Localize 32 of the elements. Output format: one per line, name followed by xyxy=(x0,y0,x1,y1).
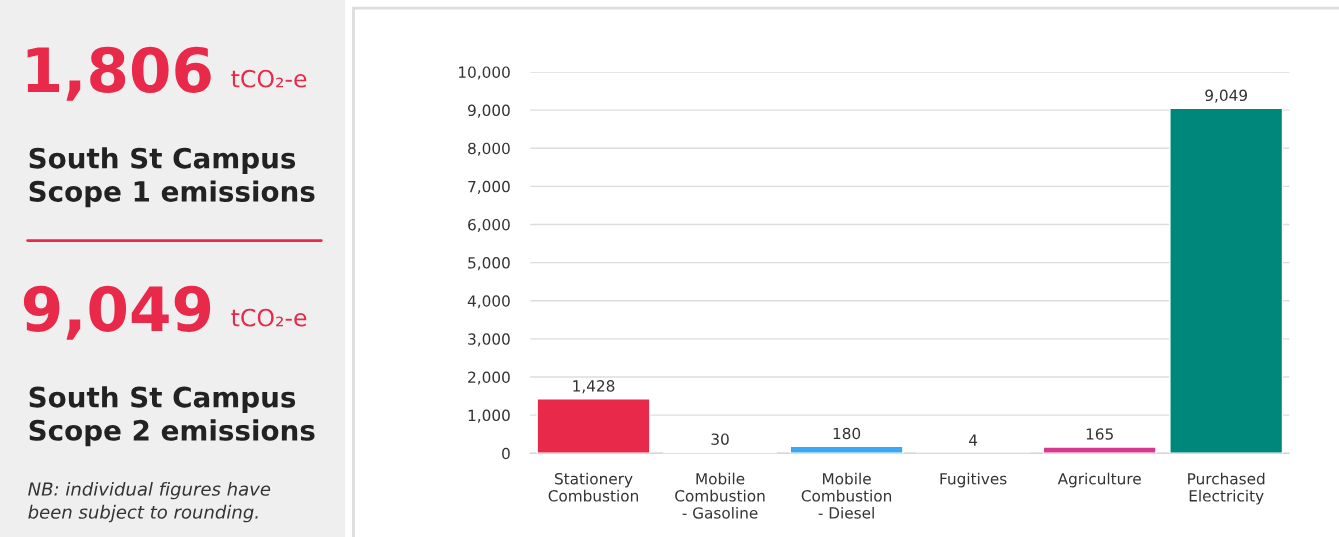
x-tick-label: Fugitives xyxy=(940,472,1007,488)
y-tick-label: 2,000 xyxy=(468,371,510,385)
y-tick-label: 5,000 xyxy=(468,257,510,271)
y-tick-label: 9,000 xyxy=(468,104,510,118)
data-label: 180 xyxy=(833,427,861,440)
data-label: 1,428 xyxy=(573,380,615,394)
x-tick-label: Mobile Combustion - Gasoline xyxy=(675,472,765,519)
data-label: 165 xyxy=(1086,428,1113,440)
text: South St Campus Scope 2 emissions xyxy=(29,386,315,447)
x-tick-label: Agriculture xyxy=(1057,472,1141,488)
y-tick-label: 1,000 xyxy=(468,409,510,423)
y-tick-label: 3,000 xyxy=(468,333,510,347)
bar xyxy=(789,445,904,454)
data-label: 4 xyxy=(969,434,978,446)
y-tick-label: 4,000 xyxy=(467,295,510,309)
text: 9,049 tCO₂-e xyxy=(23,285,307,340)
y-tick-label: 10,000 xyxy=(459,66,510,80)
y-tick-label: 8,000 xyxy=(468,142,510,156)
y-tick-label: 0 xyxy=(502,447,510,460)
bar xyxy=(536,398,651,454)
x-tick-label: Purchased Electricity xyxy=(1188,472,1265,505)
data-label: 9,049 xyxy=(1205,89,1247,103)
y-tick-label: 6,000 xyxy=(468,218,510,233)
bar xyxy=(1169,107,1284,454)
x-tick-label: Stationery Combustion xyxy=(548,472,638,502)
bar xyxy=(1042,446,1157,454)
text: South St Campus Scope 1 emissions xyxy=(29,147,315,208)
text: 1,806 tCO₂-e xyxy=(27,46,307,101)
y-tick-label: 7,000 xyxy=(468,180,510,194)
data-label: 30 xyxy=(711,433,729,445)
x-tick-label: Mobile Combustion - Diesel xyxy=(801,472,892,519)
text: NB: individual figures have been subject to rounding. xyxy=(28,481,271,523)
